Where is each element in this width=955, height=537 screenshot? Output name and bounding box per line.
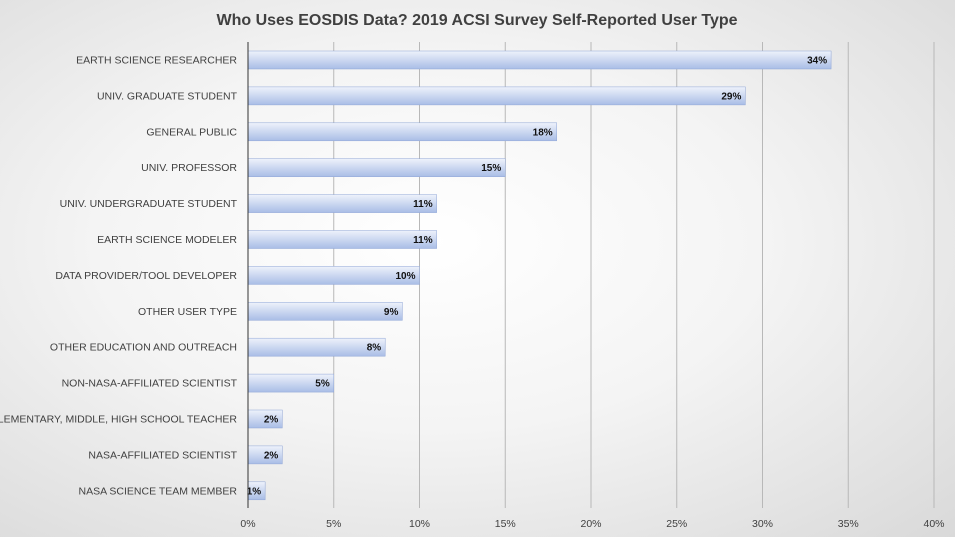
data-label: 34%: [807, 56, 827, 67]
category-label: EARTH SCIENCE RESEARCHER: [76, 55, 237, 67]
category-label: OTHER EDUCATION AND OUTREACH: [50, 342, 237, 354]
bar: [247, 122, 557, 142]
bar: [247, 230, 437, 249]
category-label: UNIV. GRADUATE STUDENT: [97, 90, 238, 102]
gridlines: [333, 42, 935, 508]
category-label: NASA SCIENCE TEAM MEMBER: [78, 485, 237, 497]
x-tick-label: 25%: [666, 518, 687, 530]
data-label: 1%: [247, 486, 262, 497]
category-label: ELEMENTARY, MIDDLE, HIGH SCHOOL TEACHER: [0, 414, 237, 426]
x-tick-label: 35%: [838, 518, 859, 530]
data-label: 9%: [384, 307, 399, 318]
bar: [247, 158, 506, 177]
x-tick-label: 0%: [240, 518, 255, 530]
category-label: GENERAL PUBLIC: [146, 126, 237, 138]
x-tick-label: 15%: [495, 518, 516, 530]
data-label: 11%: [413, 235, 433, 246]
data-label: 5%: [315, 379, 330, 390]
x-tick-labels: 0% 5% 10% 15% 20% 25% 30% 35% 40%: [240, 518, 944, 530]
data-label: 2%: [264, 450, 279, 461]
bar: [247, 302, 403, 321]
data-label: 18%: [533, 127, 553, 138]
x-tick-label: 40%: [923, 518, 944, 530]
data-label: 29%: [721, 91, 741, 102]
category-label: UNIV. UNDERGRADUATE STUDENT: [60, 198, 238, 210]
data-label: 8%: [367, 343, 382, 354]
data-label: 11%: [413, 199, 433, 210]
bar: [247, 337, 386, 357]
category-label: DATA PROVIDER/TOOL DEVELOPER: [55, 270, 237, 282]
x-tick-label: 10%: [409, 518, 430, 530]
chart-title: Who Uses EOSDIS Data? 2019 ACSI Survey S…: [216, 12, 737, 29]
x-tick-label: 20%: [580, 518, 601, 530]
category-label: OTHER USER TYPE: [138, 306, 237, 318]
data-label: 2%: [264, 415, 279, 426]
bar: [247, 86, 746, 106]
bars: [247, 50, 832, 501]
category-label: NASA-AFFILIATED SCIENTIST: [88, 449, 237, 461]
bar: [247, 50, 832, 70]
category-label: UNIV. PROFESSOR: [141, 162, 237, 174]
category-labels: EARTH SCIENCE RESEARCHER UNIV. GRADUATE S…: [0, 55, 238, 498]
bar: [247, 266, 420, 285]
x-tick-label: 30%: [752, 518, 773, 530]
data-label: 10%: [395, 271, 415, 282]
category-label: EARTH SCIENCE MODELER: [97, 234, 237, 246]
bar: [247, 194, 437, 213]
data-labels: 34% 29% 18% 15% 11% 11% 10% 9% 8% 5% 2% 2% 1%: [247, 56, 828, 498]
data-label: 15%: [481, 163, 501, 174]
x-tick-label: 5%: [326, 518, 341, 530]
category-label: NON-NASA-AFFILIATED SCIENTIST: [62, 378, 238, 390]
